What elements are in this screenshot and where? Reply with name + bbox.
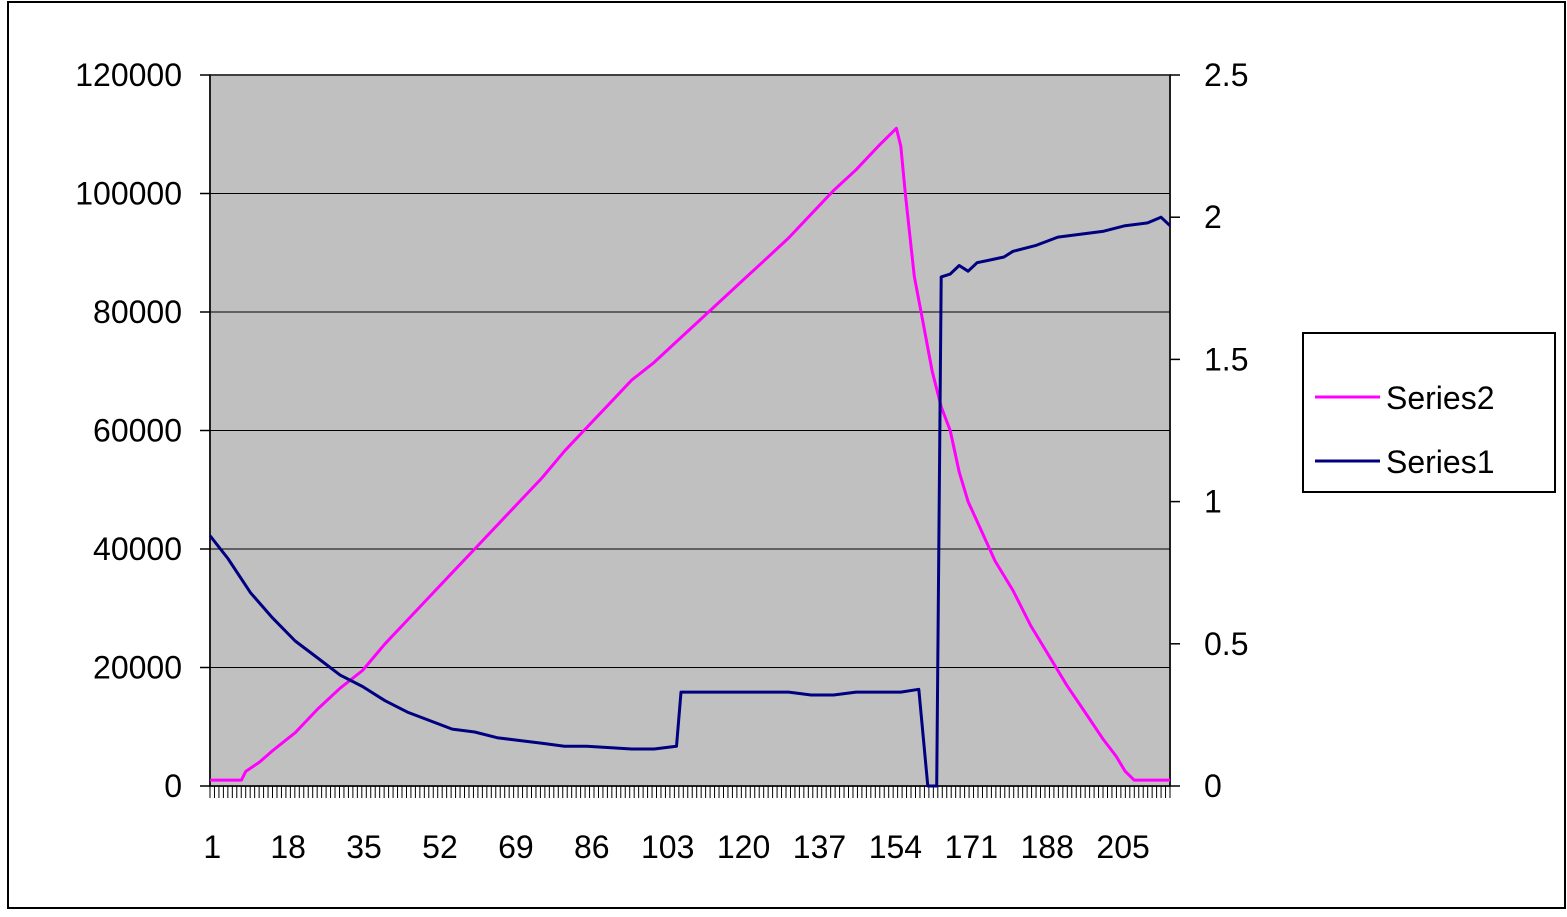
series-lines (208, 126, 1172, 788)
gridlines (210, 74, 1170, 668)
x-axis-tick-label: 69 (498, 829, 534, 865)
legend: Series2 Series1 (1302, 332, 1556, 493)
axes: 0 20000 40000 60000 80000 100000 120000 0 0.5 1 1.… (75, 57, 1248, 865)
legend-box (1302, 332, 1556, 493)
left-axis-tick-label: 40000 (93, 531, 182, 567)
right-axis-tick-label: 2.5 (1204, 57, 1248, 93)
left-axis-tick-label: 60000 (93, 413, 182, 449)
legend-label-series1: Series1 (1386, 444, 1495, 480)
x-axis-tick-label: 171 (945, 829, 998, 865)
left-axis-tick-label: 0 (164, 768, 182, 804)
x-axis-tick-label: 86 (574, 829, 610, 865)
left-axis-tick-label: 20000 (93, 650, 182, 686)
right-axis-tick-label: 1.5 (1204, 341, 1248, 377)
x-axis-tick-label: 103 (641, 829, 694, 865)
right-axis-tick-label: 0 (1204, 768, 1222, 804)
x-axis-tick-label: 18 (270, 829, 306, 865)
legend-label-series2: Series2 (1386, 380, 1495, 416)
left-axis-tick-label: 120000 (75, 57, 182, 93)
x-axis-tick-label: 1 (203, 829, 221, 865)
right-axis-tick-label: 1 (1204, 484, 1222, 520)
right-axis-tick-label: 2 (1204, 199, 1222, 235)
right-axis-tick-label: 0.5 (1204, 626, 1248, 662)
x-axis-tick-label: 35 (346, 829, 382, 865)
x-axis-tick-label: 120 (717, 829, 770, 865)
series-line-series1 (208, 215, 1172, 788)
left-axis-tick-label: 80000 (93, 294, 182, 330)
series-line-series2 (210, 126, 1170, 782)
x-axis-tick-label: 137 (793, 829, 846, 865)
x-axis-tick-label: 188 (1021, 829, 1074, 865)
x-axis-tick-label: 154 (869, 829, 922, 865)
left-axis-tick-label: 100000 (75, 176, 182, 212)
x-axis-tick-label: 205 (1096, 829, 1149, 865)
x-axis-tick-label: 52 (422, 829, 458, 865)
